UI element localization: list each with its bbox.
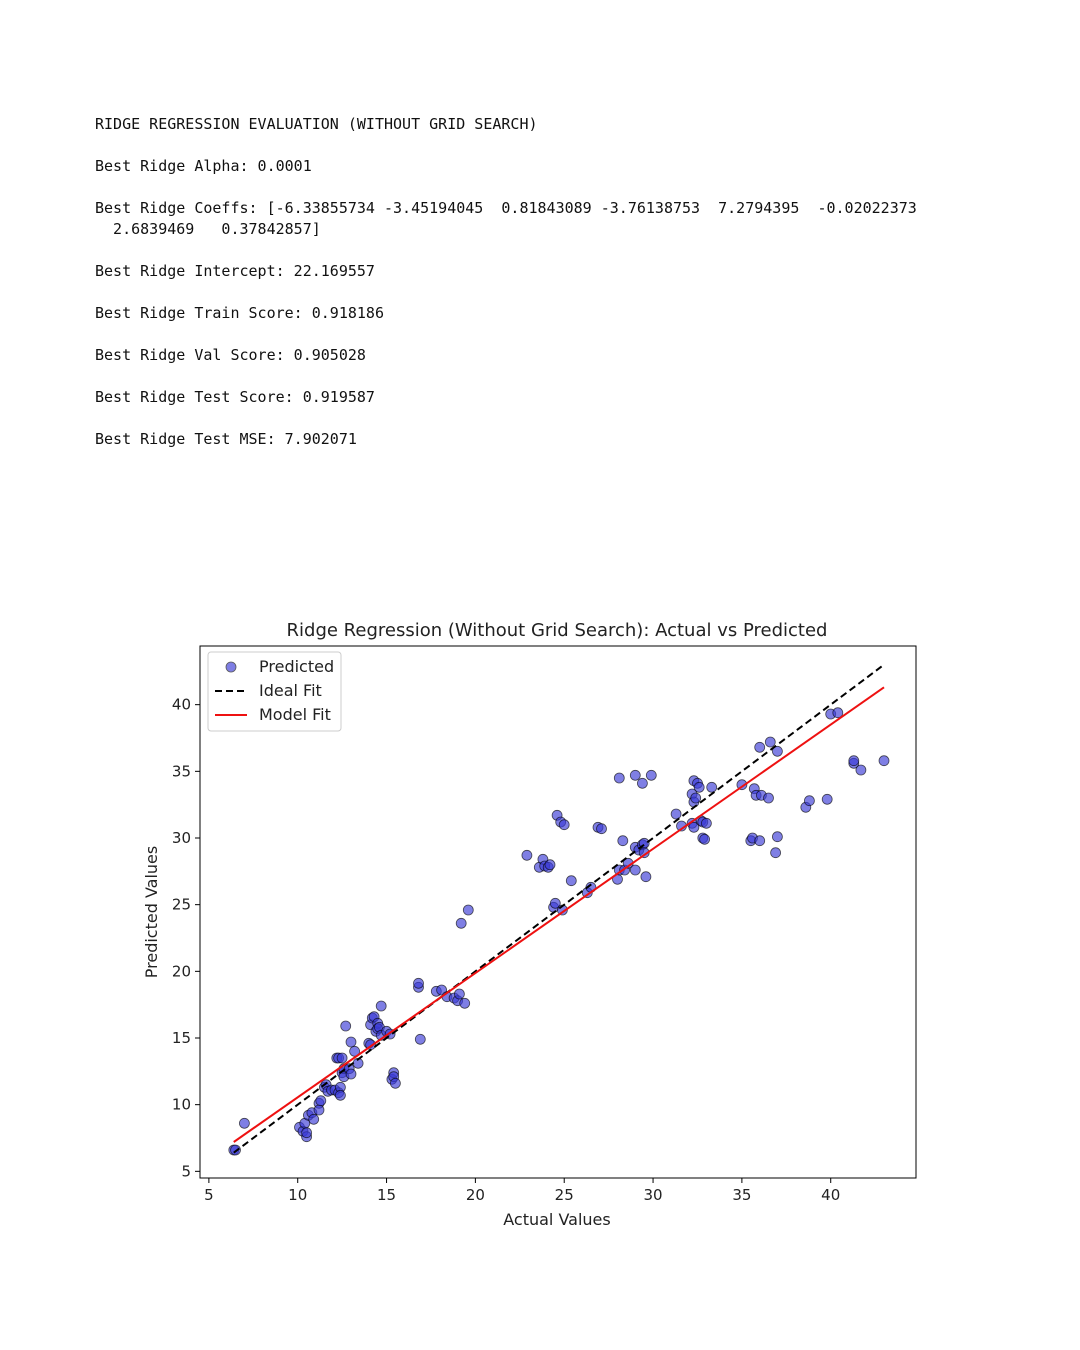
data-point-81 — [613, 772, 625, 784]
data-point-43 — [375, 1000, 387, 1012]
data-point-124 — [772, 745, 783, 757]
output-test-score: Best Ridge Test Score: 0.919587 — [95, 388, 375, 406]
data-point-127 — [821, 793, 833, 805]
x-tick-label-15: 15 — [377, 1186, 396, 1204]
data-point-28 — [340, 1020, 352, 1032]
output-train-score: Best Ridge Train Score: 0.918186 — [95, 304, 384, 322]
data-point-79 — [596, 823, 607, 835]
data-point-126 — [804, 795, 815, 807]
output-heading: RIDGE REGRESSION EVALUATION (WITHOUT GRI… — [95, 115, 538, 133]
data-point-87 — [629, 769, 641, 781]
data-point-83 — [617, 835, 629, 847]
data-point-74 — [558, 819, 570, 831]
data-point-101 — [688, 821, 700, 833]
data-point-61 — [459, 997, 471, 1009]
y-tick-label-35: 35 — [172, 762, 191, 780]
ideal-fit-line — [233, 663, 885, 1154]
x-tick-label-20: 20 — [466, 1186, 485, 1204]
x-tick-label-25: 25 — [555, 1186, 574, 1204]
data-point-117 — [754, 835, 766, 847]
plot-layer — [228, 663, 890, 1156]
data-point-111 — [706, 781, 718, 793]
model-fit-line — [233, 686, 885, 1143]
data-point-70 — [549, 897, 561, 909]
data-point-59 — [453, 988, 465, 1000]
y-tick-label-5: 5 — [181, 1162, 191, 1180]
data-point-95 — [645, 769, 657, 781]
console-output: RIDGE REGRESSION EVALUATION (WITHOUT GRI… — [95, 114, 917, 450]
data-point-53 — [414, 1033, 426, 1045]
data-point-120 — [763, 792, 774, 804]
output-test-mse: Best Ridge Test MSE: 7.902071 — [95, 430, 357, 448]
y-tick-label-15: 15 — [172, 1029, 191, 1047]
legend-label-model: Model Fit — [259, 705, 331, 724]
output-coeffs-line2: 2.6839469 0.37842857] — [95, 220, 321, 238]
data-point-50 — [389, 1077, 401, 1089]
data-point-52 — [413, 977, 424, 989]
legend: Predicted Ideal Fit Model Fit — [207, 651, 342, 732]
data-point-118 — [754, 741, 766, 753]
data-point-30 — [345, 1068, 357, 1080]
legend-label-predicted: Predicted — [259, 657, 334, 676]
data-point-60 — [455, 917, 467, 929]
data-point-123 — [772, 831, 783, 843]
data-point-112 — [736, 779, 748, 791]
data-point-96 — [670, 808, 682, 820]
y-tick-label-40: 40 — [172, 696, 191, 714]
legend-marker-predicted — [225, 661, 237, 673]
y-axis-label: Predicted Values — [142, 846, 161, 978]
output-coeffs-line1: Best Ridge Coeffs: [-6.33855734 -3.45194… — [95, 199, 917, 217]
data-point-75 — [565, 875, 577, 887]
x-tick-label-40: 40 — [821, 1186, 840, 1204]
scatter-figure: Ridge Regression (Without Grid Search): … — [142, 620, 917, 1229]
data-point-7 — [301, 1127, 313, 1139]
axes-layer: 5 10 15 20 25 30 35 40 5 10 15 20 25 30 35 40 — [172, 696, 840, 1204]
data-point-62 — [462, 904, 474, 916]
y-tick-label-10: 10 — [172, 1096, 191, 1114]
output-alpha: Best Ridge Alpha: 0.0001 — [95, 157, 312, 175]
legend-label-ideal: Ideal Fit — [259, 681, 322, 700]
output-intercept: Best Ridge Intercept: 22.169557 — [95, 262, 375, 280]
y-tick-label-25: 25 — [172, 896, 191, 914]
data-point-23 — [334, 1089, 346, 1101]
data-point-121 — [764, 736, 776, 748]
data-point-110 — [701, 817, 712, 829]
data-point-2 — [238, 1117, 250, 1129]
data-point-94 — [640, 871, 652, 883]
data-point-91 — [637, 777, 648, 789]
output-val-score: Best Ridge Val Score: 0.905028 — [95, 346, 366, 364]
x-tick-label-10: 10 — [288, 1186, 307, 1204]
data-point-131 — [848, 755, 860, 767]
x-axis-label: Actual Values — [503, 1210, 610, 1229]
data-point-68 — [544, 859, 556, 871]
data-point-88 — [629, 864, 641, 876]
data-point-105 — [693, 781, 705, 793]
data-point-12 — [313, 1104, 325, 1116]
data-point-25 — [336, 1052, 348, 1064]
data-point-63 — [521, 849, 533, 861]
data-point-132 — [855, 764, 867, 776]
data-point-129 — [832, 707, 844, 719]
data-point-103 — [690, 792, 702, 804]
plot-frame — [199, 645, 917, 1179]
x-tick-label-35: 35 — [732, 1186, 751, 1204]
x-tick-label-30: 30 — [644, 1186, 663, 1204]
chart-title: Ridge Regression (Without Grid Search): … — [287, 620, 828, 641]
data-point-1 — [230, 1144, 241, 1156]
data-point-10 — [308, 1113, 320, 1125]
y-tick-label-30: 30 — [172, 829, 191, 847]
data-point-31 — [345, 1036, 357, 1048]
y-tick-label-20: 20 — [172, 962, 191, 980]
legend-box — [207, 651, 342, 732]
data-point-109 — [699, 833, 710, 845]
x-tick-label-5: 5 — [204, 1186, 214, 1204]
data-point-13 — [315, 1095, 327, 1107]
data-point-133 — [878, 755, 890, 767]
data-point-122 — [770, 847, 781, 859]
